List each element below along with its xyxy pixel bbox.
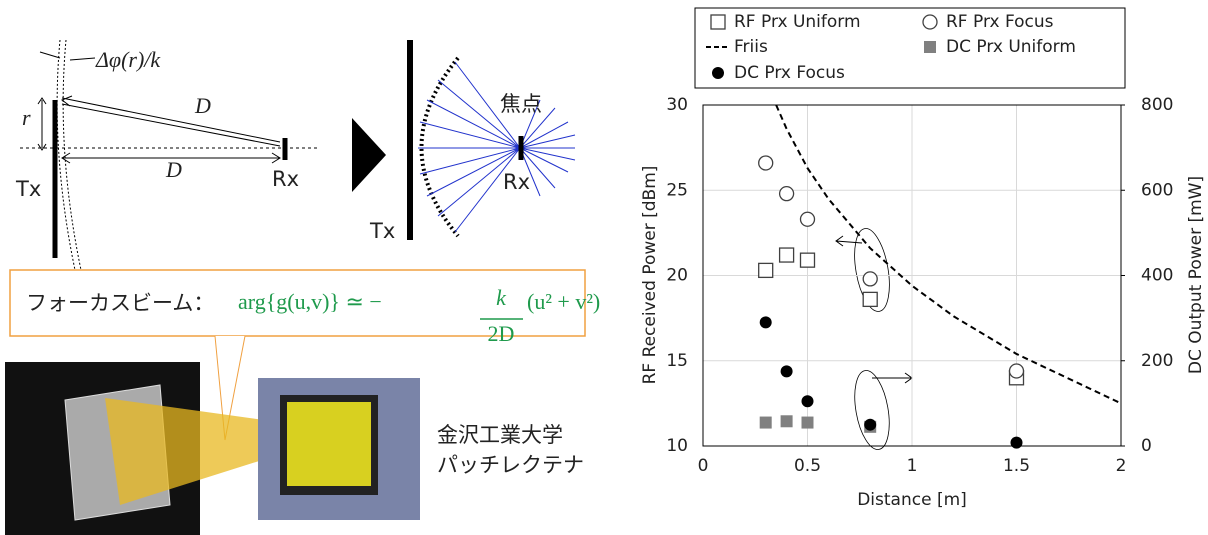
y2-tick-label: 400 xyxy=(1141,266,1173,286)
marker xyxy=(711,15,725,29)
annotation-arrow xyxy=(836,236,862,246)
marker xyxy=(760,316,772,328)
legend-label: RF Prx Focus xyxy=(946,12,1054,32)
legend-label: RF Prx Uniform xyxy=(734,12,861,32)
tx-label: Tx xyxy=(15,177,41,201)
y-tick-label: 30 xyxy=(666,95,688,115)
focus-label: 焦点 xyxy=(500,92,542,116)
y-tick-label: 20 xyxy=(666,266,688,286)
y2-tick-label: 800 xyxy=(1141,95,1173,115)
y2-tick-label: 0 xyxy=(1141,436,1152,456)
marker xyxy=(781,365,793,377)
path-label: D xyxy=(194,93,211,118)
marker xyxy=(924,41,936,53)
x-tick-label: 1.5 xyxy=(1003,456,1030,476)
path-arrow xyxy=(62,96,280,146)
r-label: r xyxy=(22,105,31,130)
r-arrow xyxy=(38,98,46,150)
marker xyxy=(781,415,793,427)
marker xyxy=(780,248,794,262)
formula-denominator: 2D xyxy=(488,321,515,346)
phase-curve xyxy=(63,40,81,270)
marker xyxy=(863,292,877,306)
y2-axis-title: DC Output Power [mW] xyxy=(1186,176,1206,374)
marker xyxy=(760,417,772,429)
marker xyxy=(923,15,937,29)
marker xyxy=(801,212,815,226)
formula-tail: (u² + v²) xyxy=(527,289,600,314)
marker xyxy=(802,417,814,429)
axis-label: D xyxy=(165,157,182,182)
page: Δφ(r)/k r D D Tx Rx Tx 焦点 Rx フォーカスビーム： a… xyxy=(0,0,1208,535)
maker-label: 金沢工業大学 xyxy=(437,423,563,447)
focus-curve xyxy=(422,58,459,236)
beam-label: フォーカスビーム： xyxy=(26,291,214,315)
rays xyxy=(418,62,575,232)
y2-tick-label: 600 xyxy=(1141,180,1173,200)
y-tick-label: 10 xyxy=(666,436,688,456)
formula-lead: arg{g(u,v)} ≃ − xyxy=(238,289,382,314)
marker xyxy=(1010,364,1024,378)
rx-label: Rx xyxy=(272,167,299,191)
patch xyxy=(287,402,371,486)
legend-label: DC Prx Focus xyxy=(734,63,845,83)
marker xyxy=(759,156,773,170)
formula-numerator: k xyxy=(496,285,507,310)
phase-label: Δφ(r)/k xyxy=(95,47,161,72)
x-tick-label: 0 xyxy=(698,456,709,476)
annotation-arrow xyxy=(872,373,912,383)
marker xyxy=(864,419,876,431)
y2-tick-label: 200 xyxy=(1141,351,1173,371)
x-tick-label: 2 xyxy=(1116,456,1127,476)
annotation-ellipse xyxy=(849,368,894,452)
tx-label: Tx xyxy=(369,219,395,243)
x-tick-label: 1 xyxy=(907,456,918,476)
y-tick-label: 15 xyxy=(666,351,688,371)
x-axis-title: Distance [m] xyxy=(857,490,967,510)
friis-line xyxy=(776,105,1121,403)
device-label: パッチレクテナ xyxy=(437,453,584,477)
legend-label: DC Prx Uniform xyxy=(946,37,1076,57)
photos xyxy=(5,362,420,535)
marker xyxy=(802,395,814,407)
y-tick-label: 25 xyxy=(666,180,688,200)
arrow-head xyxy=(352,118,386,192)
x-tick-label: 0.5 xyxy=(794,456,821,476)
marker xyxy=(801,253,815,267)
marker xyxy=(759,263,773,277)
marker xyxy=(863,272,877,286)
annotations xyxy=(836,226,912,452)
marker xyxy=(712,67,724,79)
rx-label: Rx xyxy=(503,170,530,194)
legend-label: Friis xyxy=(734,37,768,57)
marker xyxy=(780,187,794,201)
phase-arrows xyxy=(40,52,95,60)
marker xyxy=(1011,437,1023,449)
y-axis-title: RF Received Power [dBm] xyxy=(640,166,660,385)
